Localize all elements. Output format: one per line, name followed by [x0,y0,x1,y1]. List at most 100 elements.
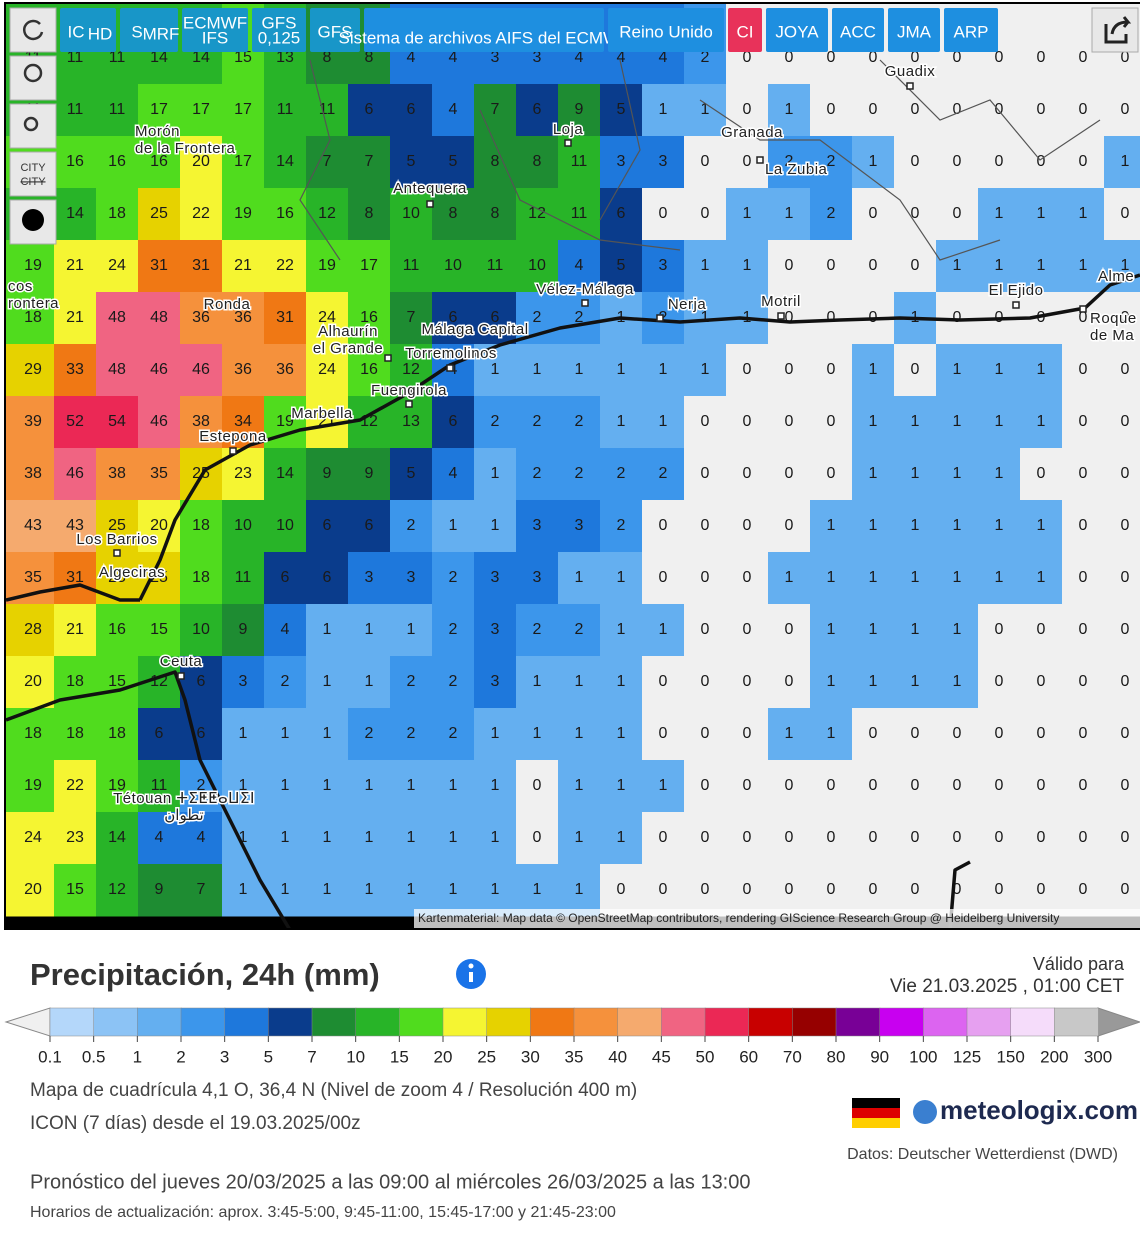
model-button[interactable] [944,8,998,52]
place-label: Torremolinos [405,345,497,362]
place-label: Antequera [393,180,467,197]
cell-value: 1 [281,725,290,742]
precip-cell [432,188,475,241]
precip-cell [474,864,517,917]
precip-cell [306,188,349,241]
cell-value: 0 [869,829,878,846]
legend-swatch [268,1007,313,1037]
precip-cell [474,760,517,813]
cell-value: 20 [192,153,210,170]
cell-value: 0 [743,569,752,586]
model-button[interactable] [120,8,178,52]
cell-value: 21 [66,309,84,326]
precip-cell [264,84,307,137]
cell-value: 0 [1079,465,1088,482]
cell-value: 7 [365,153,374,170]
cell-value: 1 [953,621,962,638]
cell-value: 0 [785,49,794,66]
precip-cell [642,84,685,137]
cell-value: 8 [449,205,458,222]
cell-value: 5 [449,153,458,170]
model-button[interactable] [888,8,940,52]
precip-cell [642,552,685,605]
precip-cell [1062,292,1105,345]
precip-cell [96,344,139,397]
cell-value: 0 [659,829,668,846]
place-marker [405,400,413,408]
precip-cell [180,500,223,553]
precip-cell [1104,292,1140,345]
zoom-button[interactable] [9,103,57,149]
cell-value: 19 [234,205,252,222]
cell-value: 5 [617,101,626,118]
place-label: el Grande [313,340,383,357]
cell-value: 0 [1079,673,1088,690]
precip-cell [978,552,1021,605]
precip-cell [474,604,517,657]
precip-cell [348,812,391,865]
model-label: CI [737,22,754,41]
precip-cell [936,396,979,449]
cell-value: 6 [323,517,332,534]
cell-value: 1 [659,777,668,794]
precip-cell [684,188,727,241]
cell-value: 0 [953,881,962,898]
precip-cell [768,864,811,917]
flag-gold [852,1118,900,1128]
cell-value: 11 [235,569,252,586]
legend-swatch [661,1007,706,1037]
cell-value: 1 [743,257,752,274]
precip-cell [474,188,517,241]
precip-cell [1104,656,1140,709]
model-button[interactable] [310,8,360,52]
cell-value: 6 [155,725,164,742]
model-button[interactable] [252,8,306,52]
legend-tick-label: 1 [133,1047,142,1066]
model-button[interactable] [182,8,248,52]
precip-cell [558,396,601,449]
cell-value: 4 [407,49,416,66]
logo[interactable]: meteologix.com [940,1095,1138,1125]
city-button[interactable] [9,151,57,197]
share-button[interactable] [1091,7,1139,53]
flag-black [852,1098,900,1108]
precip-cell [348,136,391,189]
precip-cell [726,84,769,137]
precip-cell [348,188,391,241]
precip-cell [558,760,601,813]
model-button[interactable] [728,8,762,52]
model-button[interactable] [766,8,828,52]
cell-value: 14 [150,49,168,66]
place-label: Málaga Capital [421,321,528,338]
model-button[interactable] [60,8,116,52]
model-button[interactable] [832,8,884,52]
cell-value: 2 [449,621,458,638]
place-label: Vélez-Málaga [536,281,634,298]
precip-cell [54,136,97,189]
precip-cell [180,604,223,657]
precip-cell [1104,604,1140,657]
precip-cell [852,396,895,449]
model-button[interactable] [364,8,604,52]
precip-cell [642,656,685,709]
map: 1111111414151388443344420000000000111111… [6,4,1140,928]
cell-value: 0 [911,361,920,378]
precip-cell [180,292,223,345]
precip-cell [96,188,139,241]
model-sublabel: MRF [143,24,180,43]
precip-cell [180,188,223,241]
precip-cell [222,500,265,553]
precip-cell [852,812,895,865]
cell-value: 0 [1037,881,1046,898]
precip-cell [1062,656,1105,709]
cell-value: 2 [827,153,836,170]
refresh-button[interactable] [9,7,57,53]
precip-cell [432,552,475,605]
location-button[interactable] [9,55,57,101]
cell-value: 0 [785,881,794,898]
precip-cell [978,188,1021,241]
precip-cell [180,344,223,397]
model-button[interactable] [608,8,724,52]
cell-value: 15 [234,49,252,66]
cell-value: 6 [365,101,374,118]
